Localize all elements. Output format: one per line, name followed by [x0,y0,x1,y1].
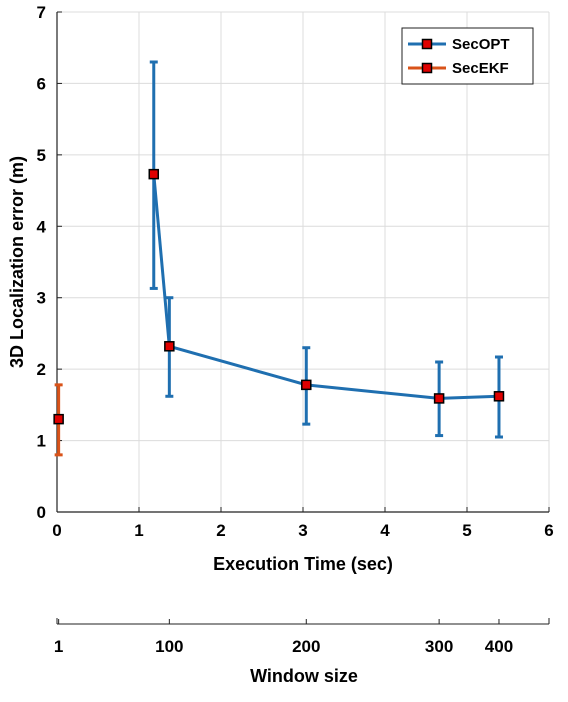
x-tick-label: 6 [544,521,553,540]
grid-lines [56,11,550,513]
y-tick-label: 6 [37,74,46,93]
window-tick-label: 1 [54,637,63,656]
y-tick-label: 4 [37,217,47,236]
legend-label: SecEKF [452,60,509,77]
window-tick-label: 100 [155,637,183,656]
legend-marker [421,62,433,74]
data-point [301,379,312,391]
y-tick-label: 3 [37,289,46,308]
x-tick-label: 3 [298,521,307,540]
x-tick-label: 0 [52,521,61,540]
legend-label: SecOPT [452,36,510,53]
window-size-axis-title: Window size [250,666,358,686]
axes: 0 1 2 3 4 5 6 0 1 2 3 4 5 6 7 [37,3,554,540]
y-tick-label: 1 [37,432,46,451]
window-tick-label: 300 [425,637,453,656]
series [53,60,505,457]
data-point [53,413,64,425]
window-size-axis: 1 100 200 300 400 [54,618,550,656]
y-tick-label: 0 [37,503,46,522]
legend-box [401,27,534,85]
x-axis-title: Execution Time (sec) [213,554,393,574]
x-tick-label: 2 [216,521,225,540]
data-point [148,168,160,180]
x-tick-label: 5 [462,521,471,540]
series-line [152,174,500,400]
x-tick-label: 4 [380,521,390,540]
window-tick-label: 400 [485,637,513,656]
y-tick-label: 2 [37,360,46,379]
legend: SecOPT SecEKF [401,27,534,85]
data-point [164,341,175,352]
data-point [493,391,505,402]
y-tick-label: 7 [37,3,46,22]
legend-marker [421,38,433,50]
y-axis-title: 3D Localization error (m) [7,156,27,368]
y-tick-label: 5 [37,146,46,165]
x-tick-label: 1 [134,521,143,540]
data-point [433,393,445,404]
window-tick-label: 200 [292,637,320,656]
